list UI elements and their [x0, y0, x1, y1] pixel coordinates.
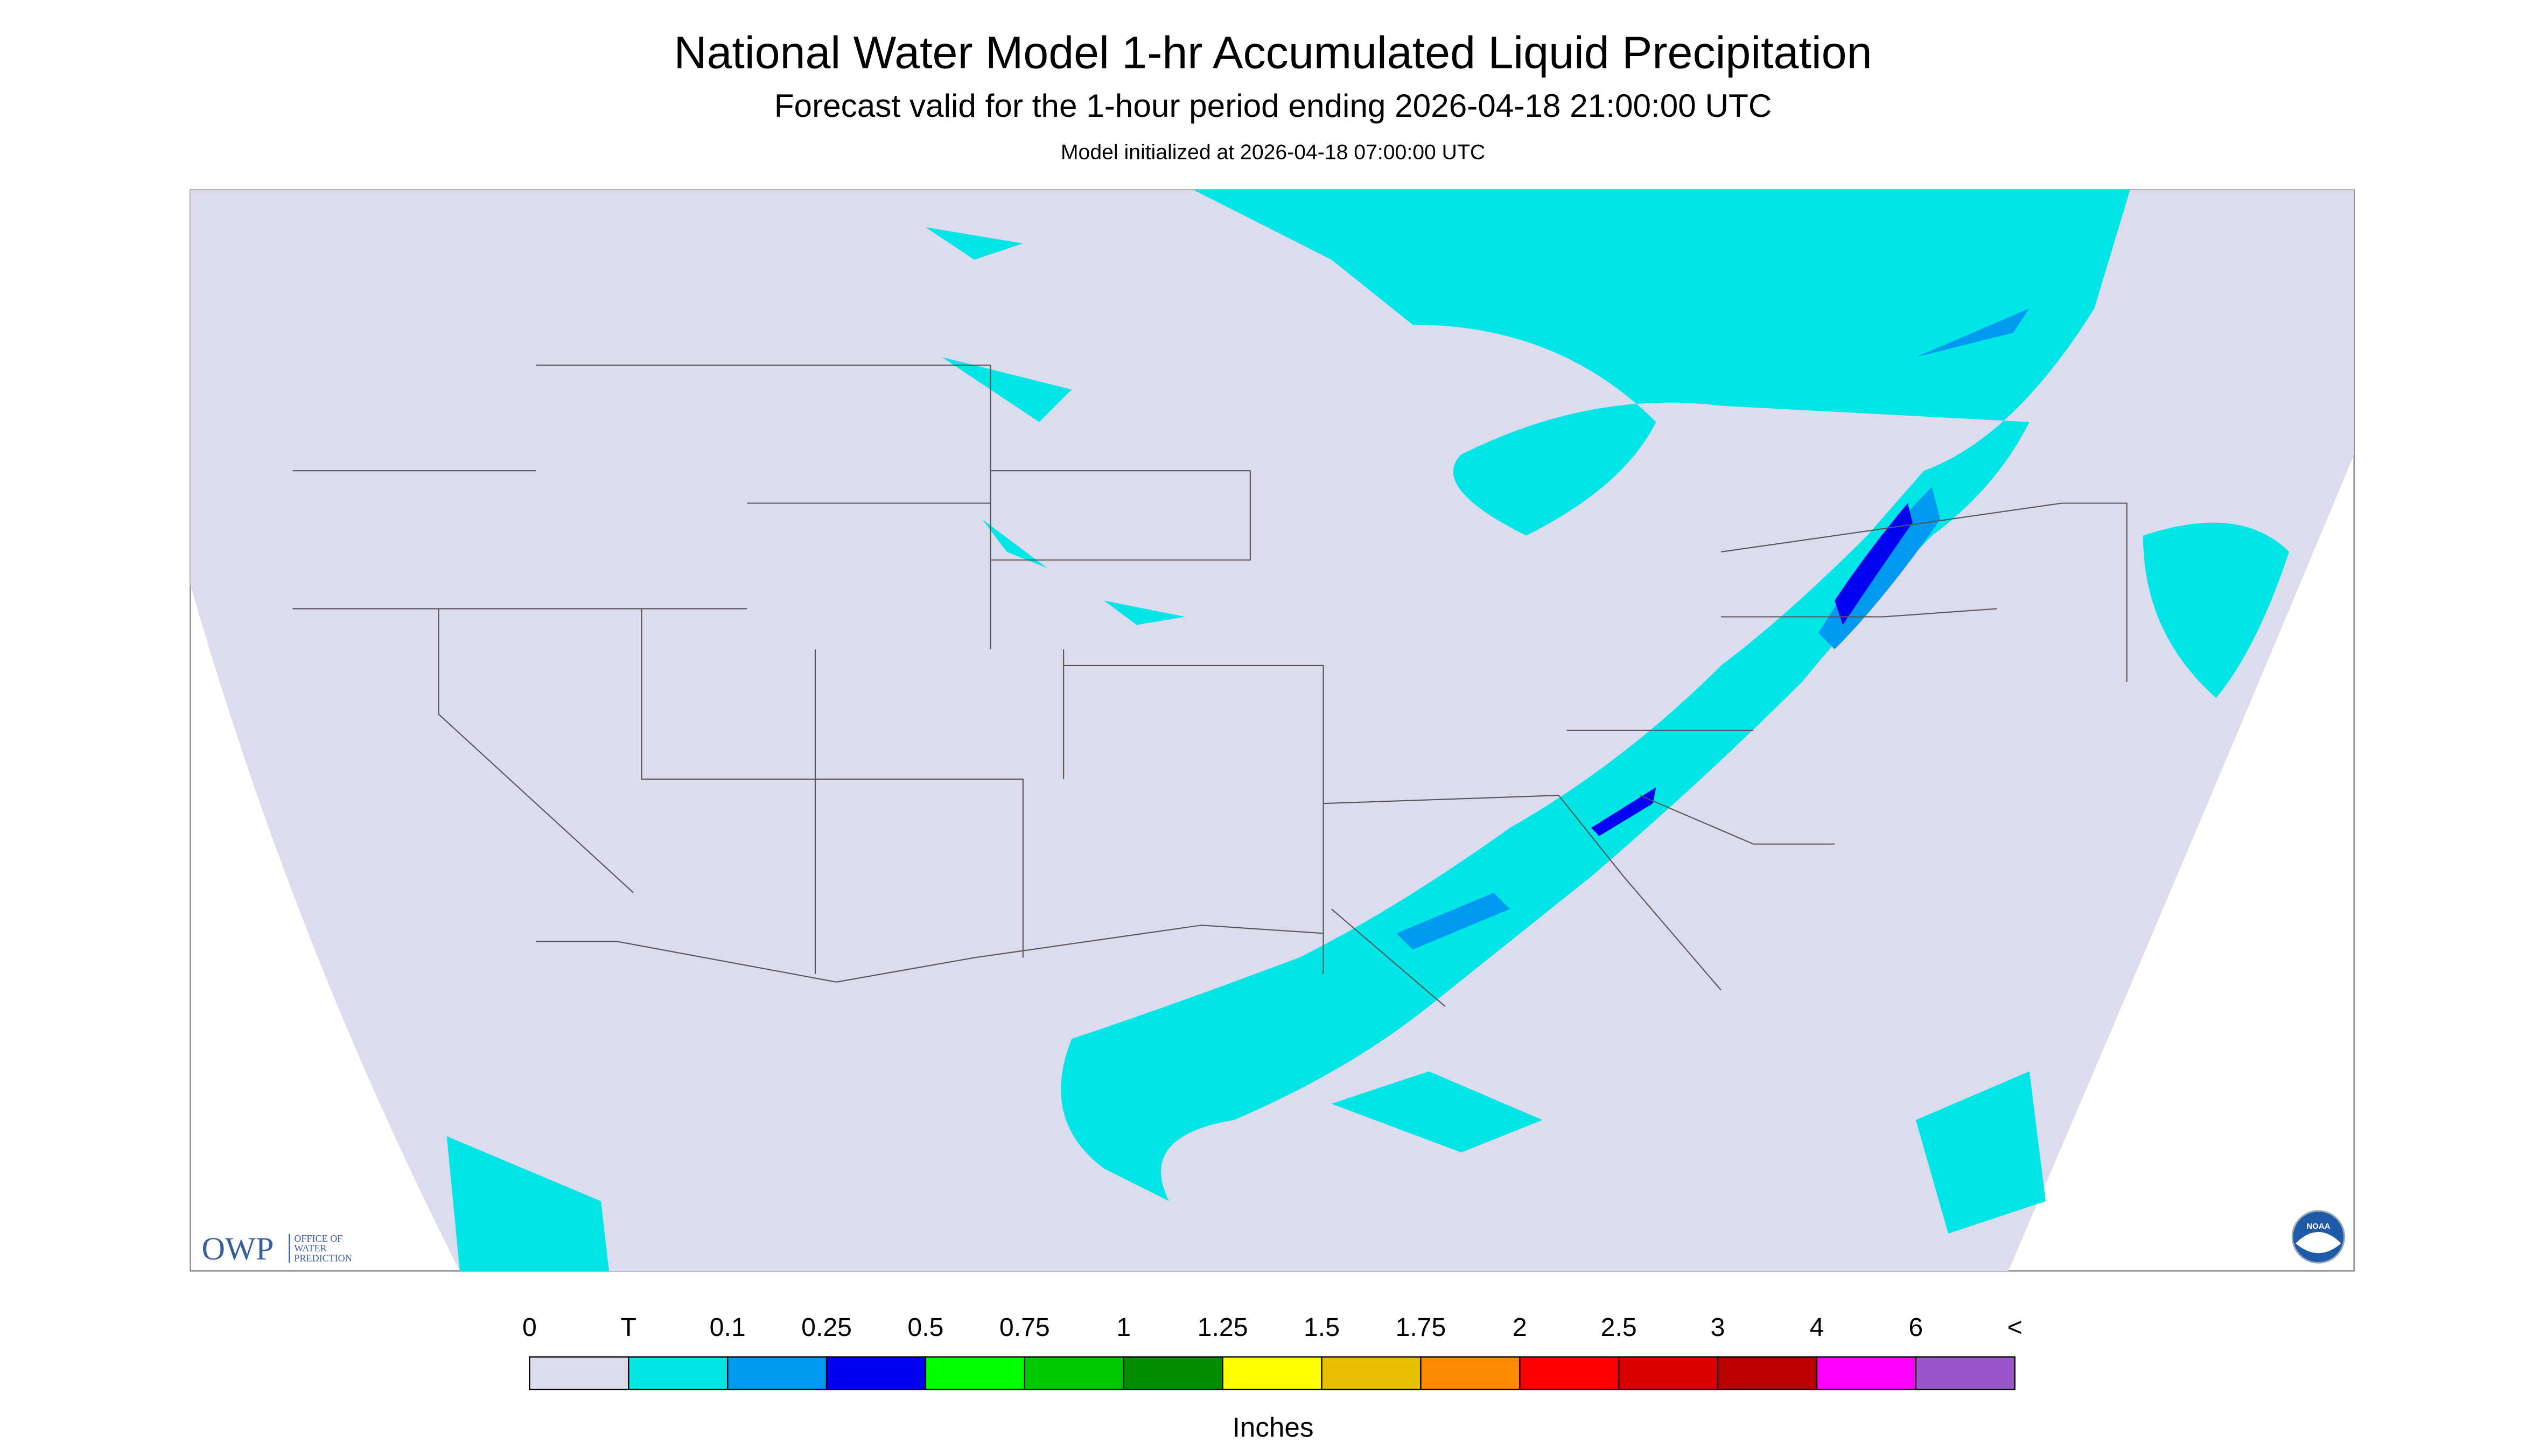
owp-name: PREDICTION: [294, 1252, 352, 1263]
legend-swatch: [628, 1356, 729, 1390]
state-boundaries: [292, 365, 2128, 1007]
legend-swatch: [1222, 1356, 1323, 1390]
legend-units: Inches: [1233, 1412, 1314, 1443]
init-time: Model initialized at 2026-04-18 07:00:00…: [1061, 141, 1485, 164]
legend-label: 0.25: [801, 1313, 852, 1342]
owp-text: OWP: [201, 1231, 274, 1267]
legend-label: 2.5: [1601, 1313, 1637, 1342]
legend-label: 1.75: [1395, 1313, 1446, 1342]
legend: 0 T 0.1 0.25 0.5 0.75 1 1.25 1.5 1.75 2 2.5 3 4 6 <: [522, 1313, 2023, 1390]
legend-label: 0.1: [710, 1313, 746, 1342]
legend-swatch: [1717, 1356, 1818, 1390]
map: OWP OFFICE OF WATER PREDICTION NOAA: [190, 189, 2355, 1272]
legend-swatch: [726, 1356, 828, 1390]
noaa-text: NOAA: [2306, 1222, 2330, 1231]
legend-swatch: [925, 1356, 1026, 1390]
legend-label: 0.5: [907, 1313, 943, 1342]
precip-heavy: [1591, 503, 1913, 836]
legend-swatch: [1618, 1356, 1719, 1390]
owp-name: WATER: [294, 1243, 327, 1254]
noaa-logo: NOAA: [2291, 1210, 2346, 1264]
legend-label: 6: [1908, 1313, 1923, 1342]
legend-swatch: [1915, 1356, 2016, 1390]
model-domain: [190, 190, 2354, 1271]
legend-label: <: [2007, 1313, 2023, 1342]
legend-label: 2: [1513, 1313, 1527, 1342]
owp-name: OFFICE OF: [294, 1233, 342, 1244]
title: National Water Model 1-hr Accumulated Li…: [674, 27, 1872, 78]
subtitle: Forecast valid for the 1-hour period end…: [774, 87, 1772, 124]
legend-swatch: [1519, 1356, 1620, 1390]
legend-label: 1: [1116, 1313, 1131, 1342]
legend-swatch: [529, 1356, 629, 1390]
noaa-wave: [2296, 1232, 2341, 1254]
legend-label: 3: [1711, 1313, 1725, 1342]
legend-swatch: [1024, 1356, 1124, 1390]
legend-label: T: [621, 1313, 636, 1342]
legend-label: 1.25: [1198, 1313, 1248, 1342]
legend-label: 0: [522, 1313, 537, 1342]
legend-swatch: [1123, 1356, 1223, 1390]
legend-swatch: [825, 1356, 927, 1390]
legend-label: 4: [1809, 1313, 1824, 1342]
owp-logo: OWP OFFICE OF WATER PREDICTION: [201, 1231, 352, 1267]
legend-swatch: [1321, 1356, 1422, 1390]
legend-swatch: [1420, 1356, 1521, 1390]
legend-label: 0.75: [999, 1313, 1050, 1342]
legend-swatch: [1816, 1356, 1917, 1390]
legend-label: 1.5: [1304, 1313, 1340, 1342]
